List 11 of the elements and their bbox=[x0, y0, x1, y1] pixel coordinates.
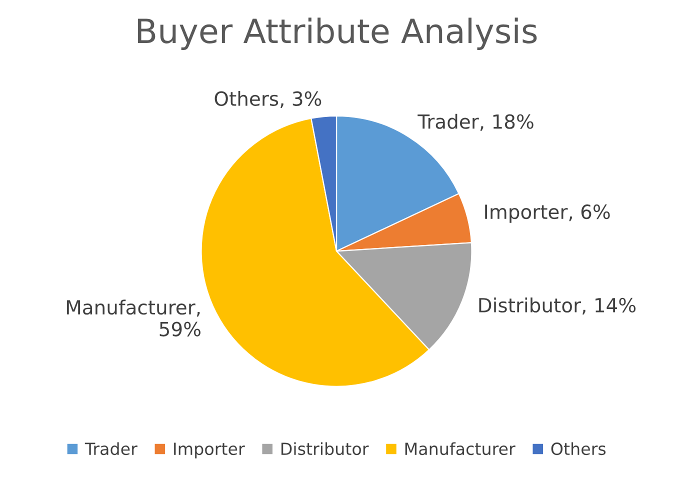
legend-label: Manufacturer bbox=[405, 442, 516, 456]
data-label: Importer, 6% bbox=[485, 204, 610, 223]
data-label: Others, 3% bbox=[214, 90, 322, 108]
data-label: Manufacturer, 59% bbox=[67, 300, 200, 336]
legend-label: Distributor bbox=[281, 442, 369, 456]
legend-label: Others bbox=[551, 442, 606, 456]
data-label: Distributor, 14% bbox=[479, 298, 636, 315]
legend-label: Importer bbox=[174, 442, 245, 458]
legend-label: Trader bbox=[84, 442, 138, 456]
chart-title: Buyer Attribute Analysis bbox=[138, 18, 537, 50]
data-label: Trader, 18% bbox=[418, 114, 534, 131]
